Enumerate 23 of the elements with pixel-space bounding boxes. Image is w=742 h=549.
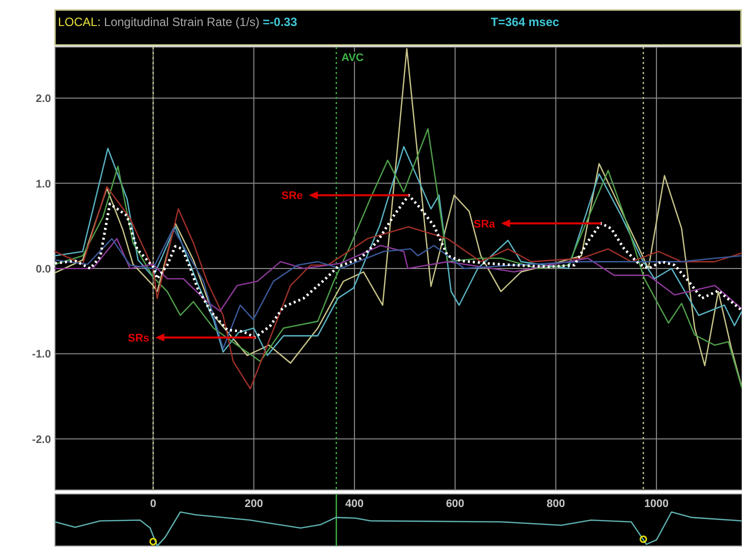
annotation: SRe <box>281 190 303 202</box>
text: T=364 msec <box>490 15 560 29</box>
y-tick-label: 2.0 <box>36 93 51 106</box>
line-series <box>54 146 742 356</box>
chart-title: LOCAL: <box>58 15 104 29</box>
x-tick-label: 600 <box>446 498 464 510</box>
line-series <box>54 228 742 350</box>
line-series <box>54 186 742 390</box>
text: =-0.33 <box>262 15 298 29</box>
x-tick-label: 800 <box>546 498 565 510</box>
y-tick-label: 0.0 <box>36 264 51 276</box>
line-series <box>54 238 742 312</box>
x-tick-label: 1000 <box>644 498 669 510</box>
y-tick-label: -2.0 <box>32 434 51 446</box>
x-tick-label: 0 <box>150 498 156 510</box>
y-tick-label: -1.0 <box>32 348 51 361</box>
y-axis-title: Longitudinal Strain Rate (1/s) <box>104 15 263 29</box>
x-tick-label: 400 <box>345 498 364 510</box>
line-series <box>54 128 742 390</box>
x-tick-label: 200 <box>244 498 263 510</box>
annotation: SRa <box>474 218 496 230</box>
y-tick-label: 1.0 <box>36 178 51 190</box>
annotation: SRs <box>128 332 150 345</box>
